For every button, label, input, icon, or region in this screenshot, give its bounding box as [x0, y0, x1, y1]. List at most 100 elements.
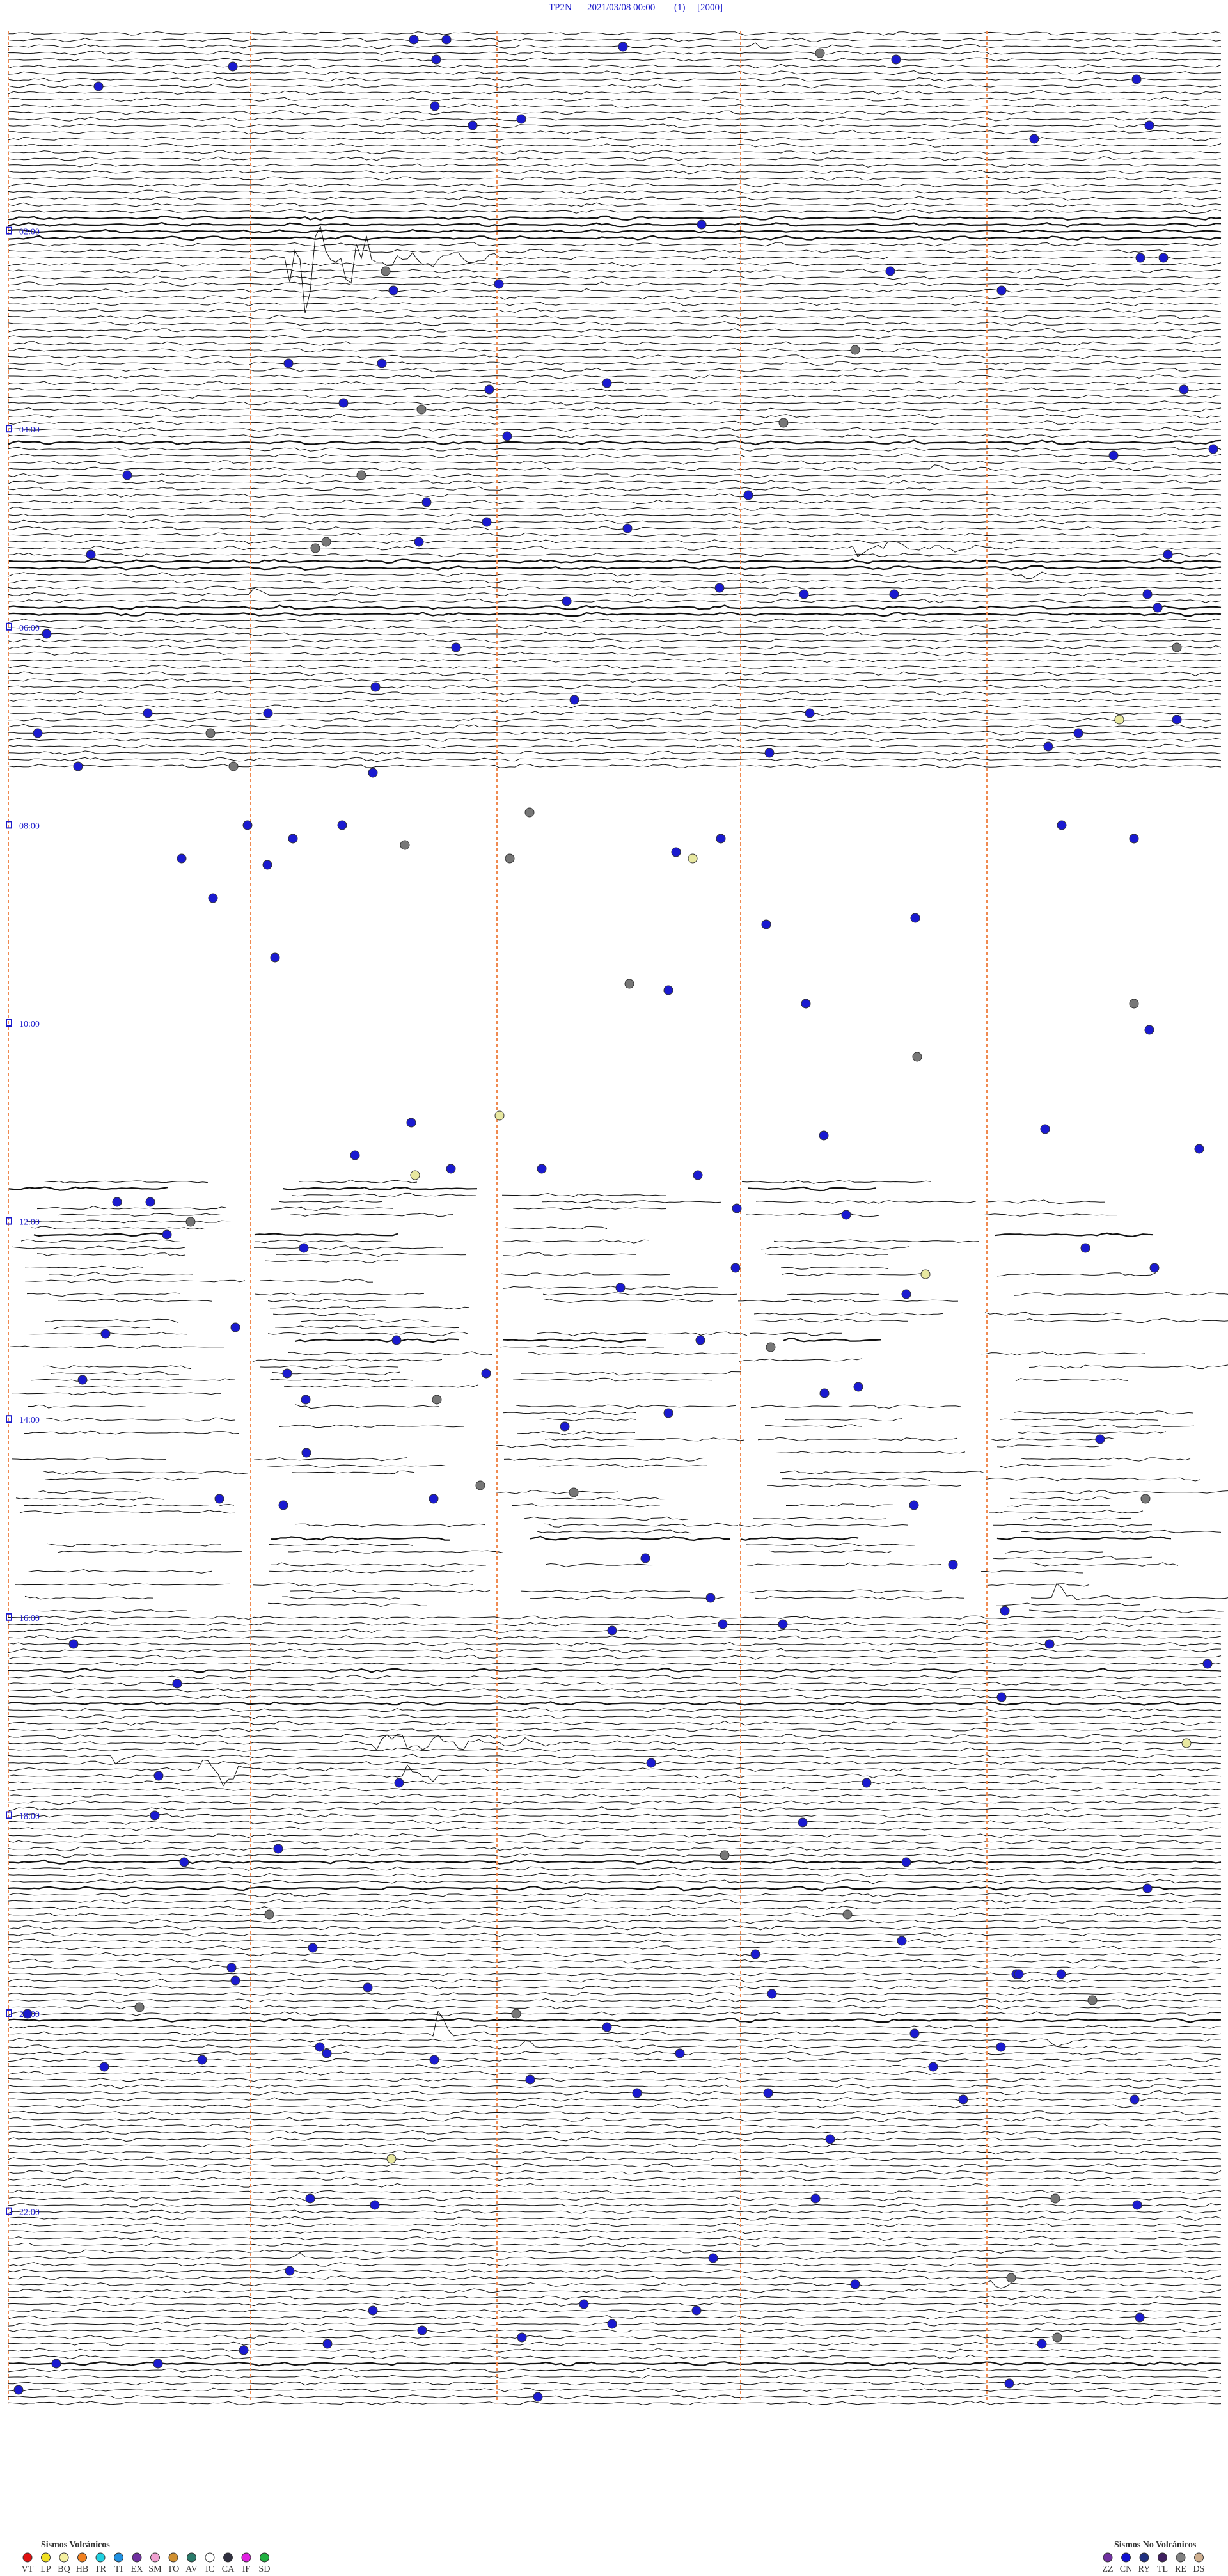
legend-swatch — [1103, 2552, 1113, 2563]
station: TP2N — [549, 3, 572, 13]
trace — [8, 1714, 1221, 1719]
trace — [8, 2110, 1222, 2115]
event-dot — [1108, 450, 1119, 461]
event-dot — [766, 1342, 776, 1352]
trace — [8, 711, 1222, 716]
trace — [8, 341, 1222, 346]
trace — [51, 1371, 180, 1375]
event-dot — [99, 2062, 109, 2072]
trace — [8, 321, 1222, 326]
event-dot — [228, 761, 239, 771]
trace — [745, 1213, 879, 1217]
time-label: 14:00 — [19, 1416, 40, 1425]
trace — [8, 737, 1222, 743]
event-dot — [370, 682, 381, 692]
trace — [764, 1253, 888, 1256]
legend-swatch — [59, 2552, 69, 2563]
trace — [8, 1918, 1222, 1924]
legend-label: EX — [131, 2564, 143, 2574]
legend-label: TO — [168, 2564, 179, 2574]
event-dot — [1000, 1606, 1010, 1616]
trace — [1017, 1431, 1167, 1435]
traces — [8, 31, 1228, 2406]
trace — [8, 2103, 1222, 2108]
trace — [1030, 1583, 1228, 1600]
trace — [8, 407, 1222, 413]
trace — [271, 1562, 487, 1567]
trace — [8, 2280, 1222, 2289]
trace — [8, 2252, 1222, 2261]
event-dot — [750, 1949, 760, 1959]
trace — [746, 1562, 942, 1567]
trace — [8, 116, 1222, 122]
event-dot — [853, 1382, 863, 1392]
event-dot — [368, 2305, 378, 2316]
event-dot — [77, 1375, 88, 1385]
header: TP2N 2021/03/08 00:00 (1) [2000] — [549, 3, 723, 13]
event-dot — [1006, 2273, 1016, 2283]
trace — [8, 499, 1222, 505]
legend-label: SD — [259, 2564, 271, 2574]
event-dot — [315, 2042, 325, 2052]
trace — [8, 1984, 1222, 1990]
trace — [8, 506, 1222, 511]
event-dot — [288, 834, 298, 844]
event-dot — [33, 728, 43, 738]
trace — [8, 631, 1222, 636]
trace — [545, 1563, 654, 1567]
event-dot — [1029, 134, 1039, 144]
event-dot — [1181, 1738, 1192, 1748]
trace — [8, 170, 1222, 175]
event-dot — [889, 589, 899, 599]
trace — [8, 2222, 1222, 2227]
trace — [8, 2143, 1222, 2148]
event-dot — [1129, 999, 1139, 1009]
event-dot — [560, 1421, 570, 1432]
event-dot — [897, 1936, 907, 1946]
event-dot — [602, 378, 612, 388]
trace — [8, 77, 1222, 83]
event-dot — [502, 431, 512, 441]
time-label: 08:00 — [19, 821, 40, 831]
trace — [8, 453, 1222, 459]
trace — [521, 1371, 742, 1376]
event-dot — [1056, 1969, 1066, 1979]
trace — [14, 1583, 230, 1586]
trace — [38, 1490, 141, 1494]
event-dot — [607, 2319, 617, 2329]
trace — [8, 136, 1222, 141]
trace — [543, 1522, 739, 1528]
time-labels: 02:00 04:00 06:00 08:00 10:00 12:00 14:00 16:00… — [6, 226, 40, 2218]
event-dot — [416, 404, 427, 415]
event-dot — [172, 1679, 182, 1689]
trace — [8, 1866, 1222, 1871]
trace — [8, 2334, 1222, 2340]
trace — [58, 1299, 212, 1302]
trace — [996, 1444, 1100, 1448]
trace — [8, 684, 1222, 690]
event-dot — [494, 1110, 505, 1121]
trace — [9, 1345, 225, 1349]
legend-label: LP — [40, 2564, 51, 2574]
event-dot — [885, 266, 895, 276]
legend-label: HB — [76, 2564, 88, 2574]
event-dot — [1131, 74, 1142, 84]
trace — [287, 1549, 503, 1554]
event-dot — [242, 820, 253, 830]
trace — [289, 1213, 454, 1217]
event-dot — [391, 1335, 402, 1345]
trace — [512, 1377, 713, 1382]
trace — [8, 420, 1222, 425]
trace — [8, 433, 1222, 439]
event-dot — [1140, 1494, 1151, 1504]
event-dot — [264, 1909, 274, 1920]
trace — [986, 1583, 1090, 1587]
trace — [8, 2037, 1222, 2047]
event-dot — [177, 853, 187, 864]
trace — [43, 1180, 209, 1183]
trace — [781, 1477, 931, 1481]
trace — [8, 2236, 1222, 2241]
event-dot — [377, 358, 387, 368]
trace — [8, 1764, 1222, 1782]
